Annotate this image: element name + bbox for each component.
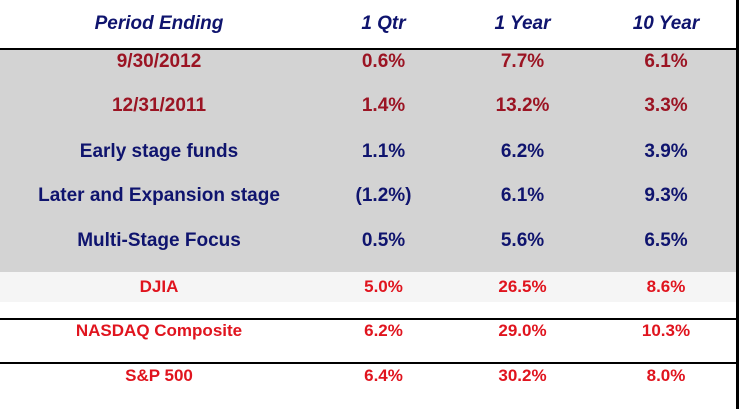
table-row: 12/31/2011 1.4% 13.2% 3.3% (0, 84, 736, 128)
row-1-qtr: 0.6% (361, 51, 406, 72)
row-divider (0, 362, 736, 364)
table-row: Later and Expansion stage (1.2%) 6.1% 9.… (0, 174, 736, 218)
row-1-qtr: 0.5% (361, 230, 406, 251)
row-divider (0, 318, 736, 320)
table-header: Period Ending 1 Qtr 1 Year 10 Year (0, 0, 736, 50)
row-1-year: 6.2% (500, 141, 545, 162)
row-1-qtr: 1.1% (361, 141, 406, 162)
table-row: Early stage funds 1.1% 6.2% 3.9% (0, 130, 736, 174)
table-row: Multi-Stage Focus 0.5% 5.6% 6.5% (0, 219, 736, 263)
row-label: 12/31/2011 (111, 95, 207, 116)
index-label: DJIA (139, 277, 179, 296)
row-1-year: 13.2% (495, 95, 550, 116)
row-label: Later and Expansion stage (38, 185, 280, 206)
row-10-year: 6.1% (644, 51, 688, 72)
row-10-year: 3.9% (644, 141, 688, 162)
row-10-year: 3.3% (644, 95, 688, 116)
index-row: NASDAQ Composite 6.2% 29.0% 10.3% (0, 315, 736, 346)
index-1-qtr: 6.2% (364, 320, 403, 340)
index-row: DJIA 5.0% 26.5% 8.6% (0, 272, 736, 302)
index-1-year: 30.2% (498, 366, 547, 385)
header-1-year: 1 Year (494, 13, 551, 34)
index-10-year: 8.6% (646, 277, 686, 296)
index-1-qtr: 5.0% (364, 277, 403, 296)
row-1-qtr: 1.4% (361, 95, 406, 116)
table-right-border (736, 0, 739, 409)
row-10-year: 6.5% (644, 230, 688, 251)
index-10-year: 8.0% (646, 366, 686, 385)
index-1-year: 26.5% (498, 277, 547, 296)
index-1-year: 29.0% (498, 320, 547, 340)
index-label: S&P 500 (125, 366, 193, 385)
row-1-year: 5.6% (500, 230, 545, 251)
row-label: 9/30/2012 (116, 51, 202, 72)
row-1-qtr: (1.2%) (355, 185, 412, 206)
table-row: 9/30/2012 0.6% 7.7% 6.1% (0, 40, 736, 84)
header-1-qtr: 1 Qtr (361, 13, 406, 34)
row-1-year: 6.1% (500, 185, 545, 206)
fund-returns-band: 9/30/2012 0.6% 7.7% 6.1% 12/31/2011 1.4%… (0, 50, 736, 272)
index-label: NASDAQ Composite (75, 320, 243, 340)
index-row: S&P 500 6.4% 30.2% 8.0% (0, 360, 736, 392)
row-label: Early stage funds (79, 141, 239, 162)
header-period-ending: Period Ending (94, 13, 224, 34)
index-1-qtr: 6.4% (364, 366, 403, 385)
header-10-year: 10 Year (632, 13, 700, 34)
index-10-year: 10.3% (641, 320, 691, 340)
row-1-year: 7.7% (500, 51, 545, 72)
row-10-year: 9.3% (644, 185, 688, 206)
row-label: Multi-Stage Focus (77, 230, 241, 251)
